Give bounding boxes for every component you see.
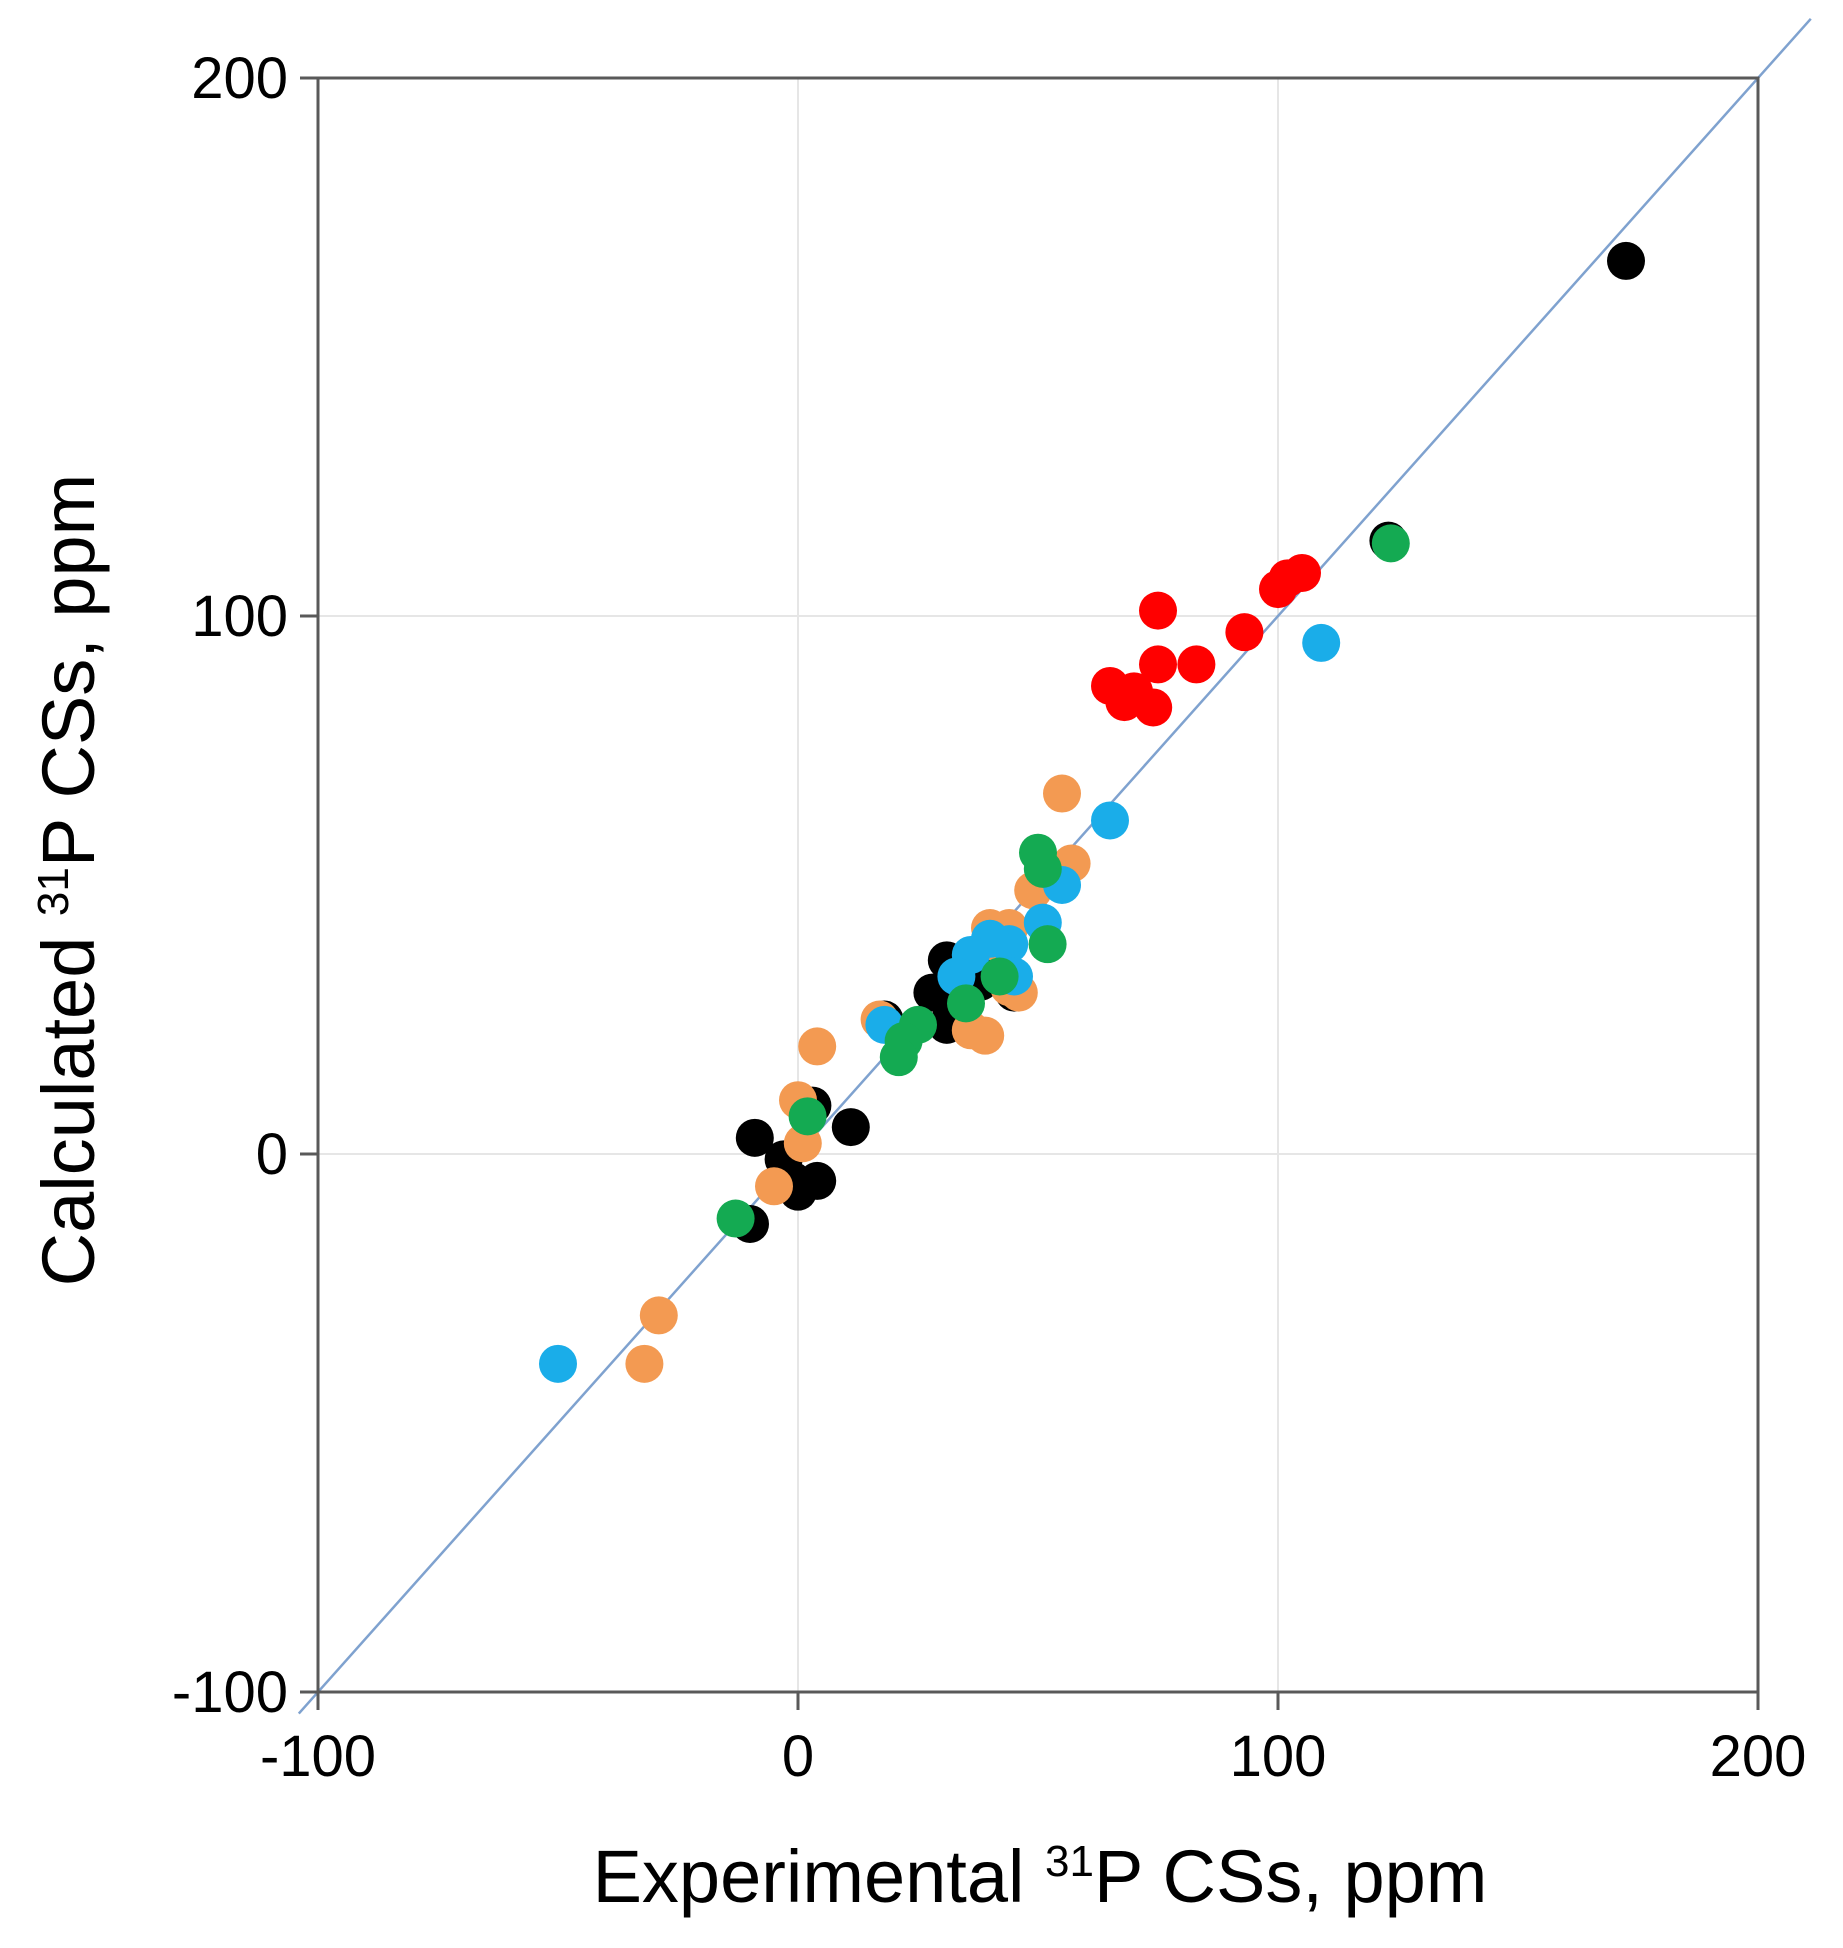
data-point	[1134, 688, 1173, 727]
y-tick-label: -100	[172, 1660, 288, 1725]
data-point	[716, 1199, 755, 1238]
series-red	[1091, 553, 1321, 727]
data-point	[1607, 241, 1645, 280]
grid-lines	[318, 78, 1758, 1692]
x-tick-label: -100	[260, 1724, 376, 1789]
data-point	[1225, 613, 1264, 652]
plot-border	[316, 76, 1760, 1694]
plot-frame	[300, 76, 1760, 1710]
data-point	[1177, 645, 1216, 684]
data-point	[625, 1344, 664, 1383]
data-points	[539, 241, 1645, 1383]
data-point	[831, 1108, 870, 1147]
data-point	[1283, 553, 1321, 592]
data-point	[1043, 774, 1081, 813]
data-point	[947, 984, 985, 1023]
series-black	[731, 241, 1645, 1243]
data-point	[735, 1118, 774, 1157]
data-point	[539, 1344, 577, 1383]
series-green	[716, 524, 1410, 1238]
series-orange	[625, 774, 1091, 1383]
data-point	[1028, 925, 1067, 964]
x-tick-label: 0	[782, 1724, 814, 1789]
y-tick-label: 100	[191, 584, 288, 649]
data-point	[798, 1161, 837, 1200]
data-point	[1023, 849, 1062, 888]
y-tick-label: 0	[256, 1122, 288, 1187]
data-point	[639, 1296, 678, 1335]
data-point	[1371, 524, 1410, 563]
x-axis-title: Experimental 31P CSs, ppm	[593, 1835, 1488, 1918]
data-point	[798, 1027, 837, 1066]
data-point	[1139, 645, 1177, 684]
y-axis-title: Calculated 31P CSs, ppm	[27, 474, 110, 1287]
tick-labels: -100 0 100 200 -100 0 100 200	[172, 46, 1806, 1789]
data-point	[1139, 591, 1177, 630]
data-point	[755, 1167, 793, 1206]
x-tick-label: 100	[1230, 1724, 1327, 1789]
data-point	[1091, 801, 1129, 840]
data-point	[788, 1097, 827, 1136]
data-point	[966, 1016, 1005, 1055]
data-point	[879, 1038, 918, 1077]
data-point	[1302, 623, 1341, 662]
data-point	[980, 957, 1019, 996]
x-tick-label: 200	[1710, 1724, 1807, 1789]
y-tick-label: 200	[191, 46, 288, 111]
